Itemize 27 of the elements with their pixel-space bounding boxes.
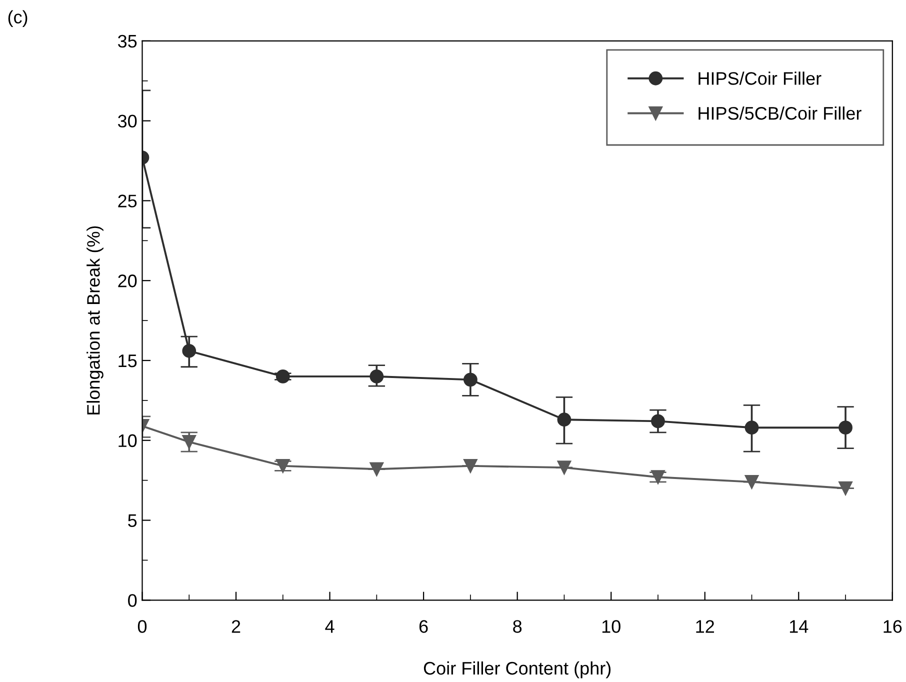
y-tick-label: 35 [118, 34, 137, 48]
point [838, 481, 852, 496]
y-axis-title: Elongation at Break (%) [86, 226, 104, 414]
x-tick-label: 0 [138, 620, 147, 633]
y-tick-label: 0 [128, 594, 137, 607]
y-tick-label: 20 [118, 274, 137, 288]
text: (c) [8, 10, 28, 28]
x-tick-label: 16 [884, 620, 902, 633]
x-axis-title: Coir Filler Content (phr) [424, 661, 611, 678]
y-tick-label: 5 [128, 514, 137, 527]
x-tick-label: 8 [513, 620, 522, 633]
x-tick-label: 10 [602, 620, 620, 633]
point [557, 460, 572, 474]
point [370, 462, 384, 476]
point [744, 474, 759, 489]
x-tick-label: 4 [325, 620, 334, 633]
y-tick-label: 10 [118, 434, 137, 448]
x-tick-label: 2 [232, 620, 240, 633]
point [463, 459, 478, 473]
y-tick-label: 25 [118, 194, 137, 208]
y-tick-label: 30 [118, 114, 137, 128]
legend-label: HIPS/5CB/Coir Filler [698, 106, 862, 120]
x-tick-label: 6 [419, 620, 428, 633]
legend-label: HIPS/Coir Filler [698, 72, 822, 85]
y-tick-label: 15 [118, 354, 137, 368]
x-tick-label: 12 [696, 620, 714, 633]
x-tick-label: 14 [790, 620, 808, 633]
